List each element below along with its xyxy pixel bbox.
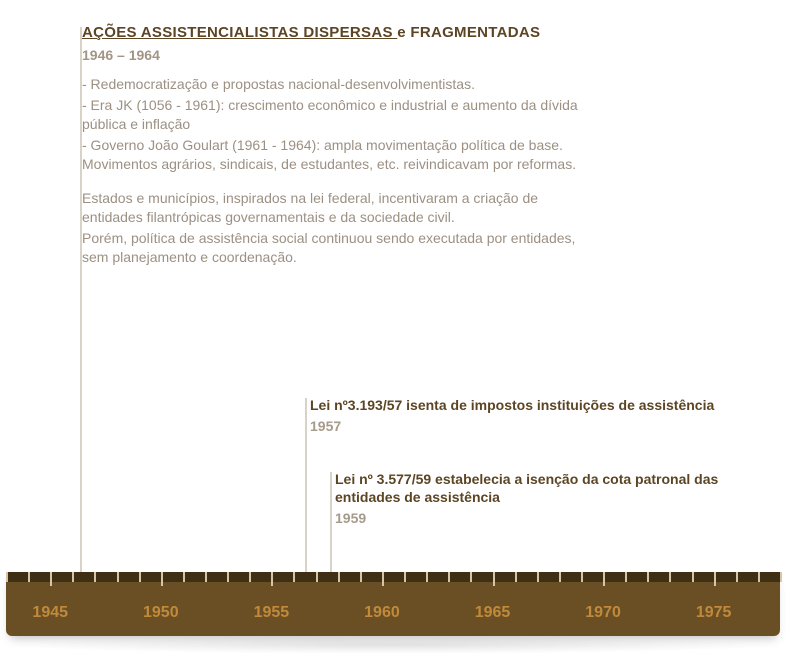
event-1959-title: Lei nº 3.577/59 estabelecia a isenção da… (335, 470, 765, 506)
tick-minor (404, 572, 406, 582)
tick-minor (758, 572, 760, 582)
body-line: Estados e municípios, inspirados na lei … (82, 189, 602, 227)
event-1957-title: Lei nº3.193/57 isenta de impostos instit… (310, 396, 750, 414)
body-line: - Era JK (1056 - 1961): crescimento econ… (82, 96, 602, 134)
tick-minor (338, 572, 340, 582)
tick-minor (559, 572, 561, 582)
tick-minor (249, 572, 251, 582)
event-1957: Lei nº3.193/57 isenta de impostos instit… (310, 396, 750, 434)
tick-minor (205, 572, 207, 582)
tick-minor (736, 572, 738, 582)
event-1959: Lei nº 3.577/59 estabelecia a isenção da… (335, 470, 765, 526)
leader-line-1959 (330, 472, 332, 582)
event-1959-year: 1959 (335, 510, 765, 526)
axis-top-strip (6, 572, 780, 582)
tick-minor (692, 572, 694, 582)
leader-line-1957 (305, 398, 307, 582)
event-main-title-prefix: AÇÕES ASSISTENCIALISTAS DISPERSAS (82, 24, 397, 41)
event-main-period: 1946 – 1964 (82, 47, 602, 63)
tick-minor (669, 572, 671, 582)
tick-minor (139, 572, 141, 582)
body-line: Porém, política de assistência social co… (82, 229, 602, 267)
tick-minor (316, 572, 318, 582)
tick-label: 1975 (696, 604, 732, 622)
tick-minor (360, 572, 362, 582)
tick-label: 1945 (32, 604, 68, 622)
timeline-canvas: AÇÕES ASSISTENCIALISTAS DISPERSAS e FRAG… (0, 0, 786, 658)
tick-minor (537, 572, 539, 582)
shadow (6, 636, 780, 654)
tick-minor (183, 572, 185, 582)
event-main-title: AÇÕES ASSISTENCIALISTAS DISPERSAS e FRAG… (82, 24, 602, 41)
event-1957-year: 1957 (310, 418, 750, 434)
tick-label: 1950 (143, 604, 179, 622)
tick-minor (72, 572, 74, 582)
body-line: - Governo João Goulart (1961 - 1964): am… (82, 136, 602, 174)
tick-minor (28, 572, 30, 582)
tick-label: 1955 (254, 604, 290, 622)
event-main-title-suffix: e FRAGMENTADAS (397, 24, 540, 41)
tick-minor (625, 572, 627, 582)
tick-minor (780, 572, 782, 582)
tick-minor (426, 572, 428, 582)
tick-label: 1960 (364, 604, 400, 622)
tick-minor (6, 572, 8, 582)
tick-minor (647, 572, 649, 582)
tick-minor (515, 572, 517, 582)
event-main: AÇÕES ASSISTENCIALISTAS DISPERSAS e FRAG… (82, 24, 602, 269)
tick-minor (117, 572, 119, 582)
tick-label: 1965 (475, 604, 511, 622)
tick-minor (581, 572, 583, 582)
timeline-axis-inner: 1945 1950 1955 1960 1965 1970 1975 (6, 582, 780, 636)
event-main-body: - Redemocratização e propostas nacional-… (82, 75, 602, 267)
tick-minor (448, 572, 450, 582)
tick-minor (470, 572, 472, 582)
timeline-axis: 1945 1950 1955 1960 1965 1970 1975 (6, 572, 780, 636)
body-line: - Redemocratização e propostas nacional-… (82, 75, 602, 94)
tick-minor (94, 572, 96, 582)
tick-label: 1970 (585, 604, 621, 622)
tick-minor (227, 572, 229, 582)
tick-minor (293, 572, 295, 582)
